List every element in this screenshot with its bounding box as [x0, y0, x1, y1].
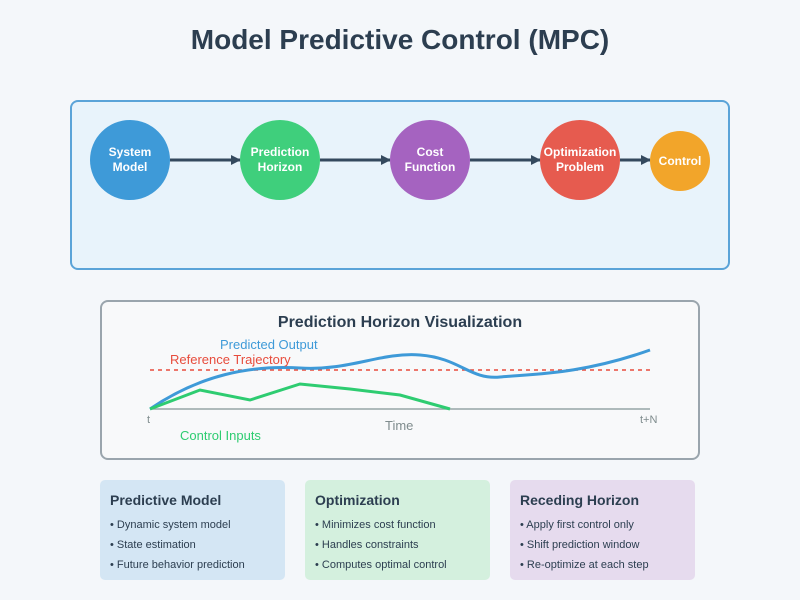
- list-item: • Future behavior prediction: [110, 559, 245, 571]
- control-label: Control: [658, 153, 702, 168]
- predictive-model-title: Predictive Model: [110, 492, 222, 508]
- list-item: • Dynamic system model: [110, 519, 231, 531]
- list-item: • Handles constraints: [315, 539, 419, 551]
- list-item: • Computes optimal control: [315, 559, 447, 571]
- cost-function-label: Cost Function: [404, 145, 456, 174]
- page-title: Model Predictive Control (MPC): [190, 24, 610, 55]
- list-item: • Shift prediction window: [520, 539, 640, 551]
- predictive-model-card: Predictive Model • Dynamic system model …: [100, 480, 285, 580]
- optimization-title: Optimization: [315, 492, 400, 508]
- receding-horizon-card: Receding Horizon • Apply first control o…: [510, 480, 695, 580]
- list-item: • Apply first control only: [520, 519, 634, 531]
- control-node: Control: [650, 131, 710, 191]
- list-item: • Minimizes cost function: [315, 519, 436, 531]
- prediction-horizon-label: Prediction Horizon: [250, 145, 310, 174]
- receding-horizon-title: Receding Horizon: [520, 492, 640, 508]
- t-end-label: t+N: [640, 414, 658, 426]
- t-start-label: t: [147, 414, 151, 426]
- optimization-card: Optimization • Minimizes cost function •…: [305, 480, 490, 580]
- prediction-horizon-node: Prediction Horizon: [240, 120, 320, 200]
- optimization-problem-label: Optimization Problem: [543, 145, 617, 174]
- control-inputs-label: Control Inputs: [180, 428, 261, 443]
- viz-title: Prediction Horizon Visualization: [277, 314, 523, 331]
- predicted-output-label: Predicted Output: [220, 337, 318, 352]
- list-item: • Re-optimize at each step: [520, 559, 649, 571]
- list-item: • State estimation: [110, 539, 196, 551]
- system-model-node: System Model: [90, 120, 170, 200]
- time-axis-label: Time: [385, 418, 414, 433]
- optimization-problem-node: Optimization Problem: [540, 120, 620, 200]
- reference-trajectory-label: Reference Trajectory: [170, 352, 291, 367]
- system-model-label: System Model: [108, 145, 152, 174]
- cost-function-node: Cost Function: [390, 120, 470, 200]
